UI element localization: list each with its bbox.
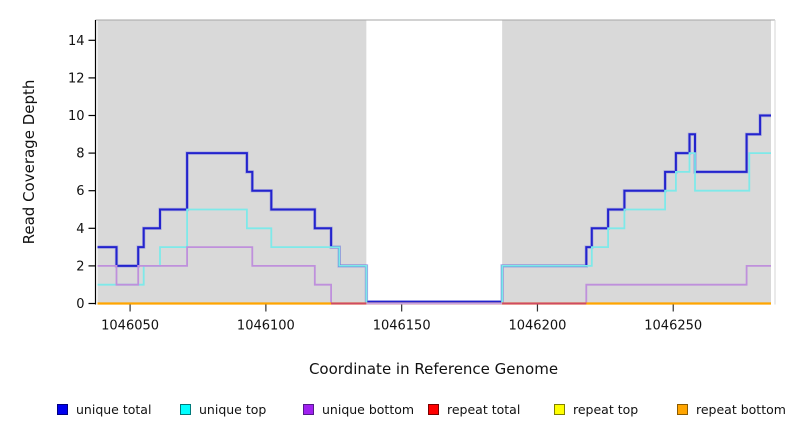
- y-tick-label: 10: [68, 109, 85, 124]
- y-axis-title: Read Coverage Depth: [20, 79, 38, 245]
- legend-label: unique top: [199, 401, 267, 417]
- y-tick-label: 6: [76, 184, 84, 199]
- x-tick-label: 1046200: [508, 319, 566, 334]
- legend-item-repeat-total: repeat total: [428, 400, 520, 418]
- x-tick-label: 1046100: [237, 319, 295, 334]
- legend-item-unique-total: unique total: [57, 400, 151, 418]
- y-tick-label: 12: [68, 71, 85, 86]
- legend-label: repeat bottom: [696, 401, 786, 417]
- highlight-band: [366, 20, 503, 302]
- legend-swatch-icon: [554, 403, 565, 415]
- x-tick-label: 1046050: [101, 319, 159, 334]
- x-axis-title: Coordinate in Reference Genome: [308, 360, 559, 378]
- legend-label: repeat top: [573, 401, 639, 417]
- legend-swatch-icon: [677, 403, 688, 415]
- legend-swatch-icon: [57, 403, 68, 415]
- y-tick-label: 2: [76, 259, 84, 274]
- y-tick-label: 4: [76, 222, 84, 237]
- legend-label: repeat total: [447, 401, 521, 417]
- legend-swatch-icon: [180, 403, 191, 415]
- legend-item-unique-top: unique top: [180, 400, 266, 418]
- legend-label: unique bottom: [322, 401, 415, 417]
- legend-label: unique total: [76, 401, 152, 417]
- x-tick-label: 1046250: [644, 319, 702, 334]
- legend-swatch-icon: [303, 403, 314, 415]
- legend-swatch-icon: [428, 403, 439, 415]
- legend-item-repeat-top: repeat top: [554, 400, 638, 418]
- legend-item-repeat-bottom: repeat bottom: [677, 400, 786, 418]
- legend: unique total unique top unique bottom repea…: [0, 400, 792, 424]
- series-unique-bottom: [97, 246, 771, 305]
- legend-item-unique-bottom: unique bottom: [303, 400, 414, 418]
- y-tick-label: 8: [76, 147, 84, 162]
- y-tick-label: 14: [68, 34, 85, 49]
- series-unique-top: [97, 152, 771, 305]
- y-tick-label: 0: [76, 297, 84, 312]
- x-tick-label: 1046150: [373, 319, 431, 334]
